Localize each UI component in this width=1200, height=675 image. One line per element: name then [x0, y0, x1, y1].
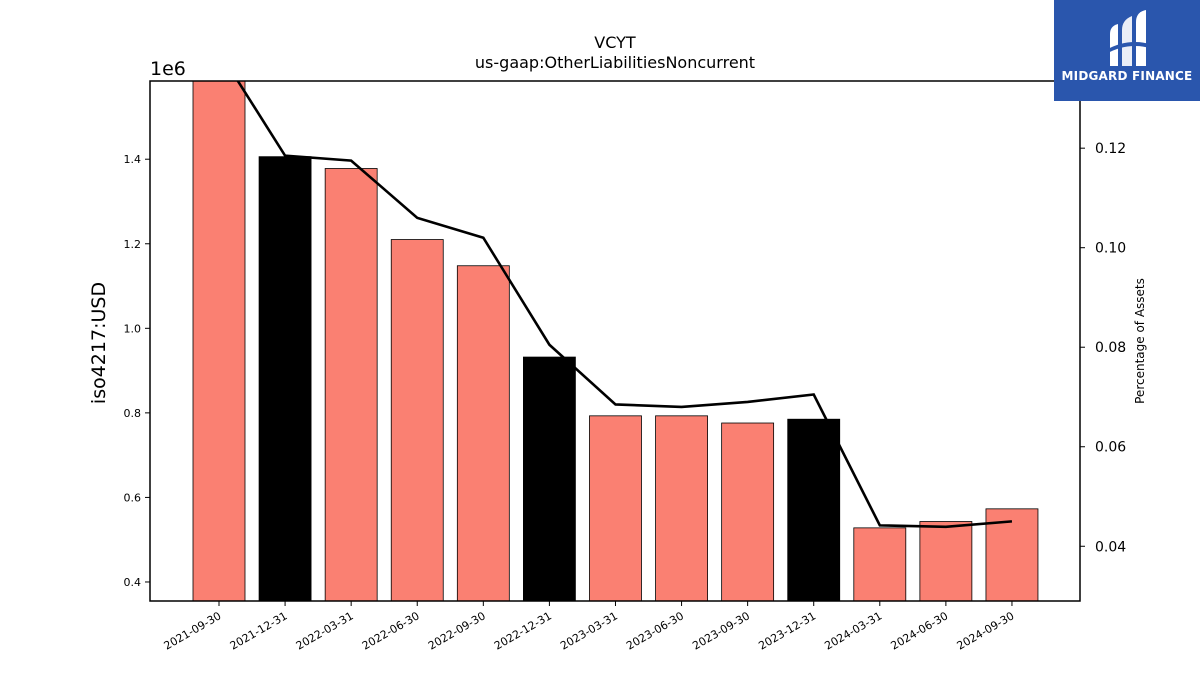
- bar-2022-03-31: [324, 168, 378, 601]
- x-tick-label: 2021-12-31: [228, 609, 290, 652]
- bar-2023-03-31: [589, 415, 642, 601]
- x-tick-label: 2022-03-31: [294, 609, 356, 652]
- y2-tick-label: 0.06: [1095, 440, 1126, 456]
- x-tick-label: 2023-03-31: [558, 609, 620, 652]
- x-tick-label: 2024-03-31: [822, 609, 884, 652]
- y-tick-label: 1.4: [124, 153, 142, 166]
- bar-2023-06-30: [655, 415, 708, 601]
- chart-title: VCYT: [594, 33, 636, 52]
- x-tick-label: 2023-09-30: [690, 609, 752, 652]
- bar-2022-12-31: [523, 356, 576, 601]
- x-tick-label: 2022-09-30: [426, 609, 488, 652]
- bar-2024-06-30: [919, 521, 973, 601]
- x-tick-label: 2022-12-31: [492, 609, 554, 652]
- y-tick-label: 1.2: [124, 238, 142, 251]
- bar-2022-09-30: [456, 265, 510, 601]
- y-axis-label: iso4217:USD: [88, 282, 110, 404]
- y-tick-label: 0.6: [124, 491, 142, 504]
- x-tick-label: 2022-06-30: [360, 609, 422, 652]
- percentage-line: [236, 81, 1013, 529]
- bar-2021-09-30: [192, 81, 246, 601]
- y2-axis-label: Percentage of Assets: [1133, 278, 1147, 404]
- y-offset-label: 1e6: [150, 58, 186, 80]
- y2-tick-label: 0.08: [1095, 340, 1126, 356]
- bar-2023-09-30: [721, 422, 775, 601]
- y2-tick-label: 0.04: [1095, 539, 1126, 555]
- x-tick-label: 2024-06-30: [889, 609, 951, 652]
- line-layer: [236, 81, 1013, 529]
- y2-tick-label: 0.10: [1095, 241, 1126, 257]
- logo-mark-icon: [1106, 10, 1150, 66]
- brand-logo: MIDGARD FINANCE: [1054, 0, 1200, 101]
- logo-text: MIDGARD FINANCE: [1061, 69, 1193, 83]
- bar-2024-03-31: [853, 527, 907, 601]
- bars-layer: [192, 81, 1039, 601]
- bar-2024-09-30: [985, 508, 1039, 601]
- bar-2021-12-31: [258, 156, 312, 601]
- y2-tick-label: 0.12: [1095, 141, 1126, 157]
- y-tick-label: 1.0: [124, 322, 142, 335]
- bar-2023-12-31: [787, 418, 841, 601]
- x-tick-label: 2021-09-30: [162, 609, 224, 652]
- y-tick-label: 0.8: [124, 407, 142, 420]
- x-tick-label: 2023-12-31: [756, 609, 818, 652]
- y-tick-label: 0.4: [124, 576, 142, 589]
- chart-subtitle: us-gaap:OtherLiabilitiesNoncurrent: [475, 53, 755, 72]
- x-tick-label: 2024-09-30: [955, 609, 1017, 652]
- bar-2022-06-30: [390, 239, 444, 601]
- x-tick-label: 2023-06-30: [624, 609, 686, 652]
